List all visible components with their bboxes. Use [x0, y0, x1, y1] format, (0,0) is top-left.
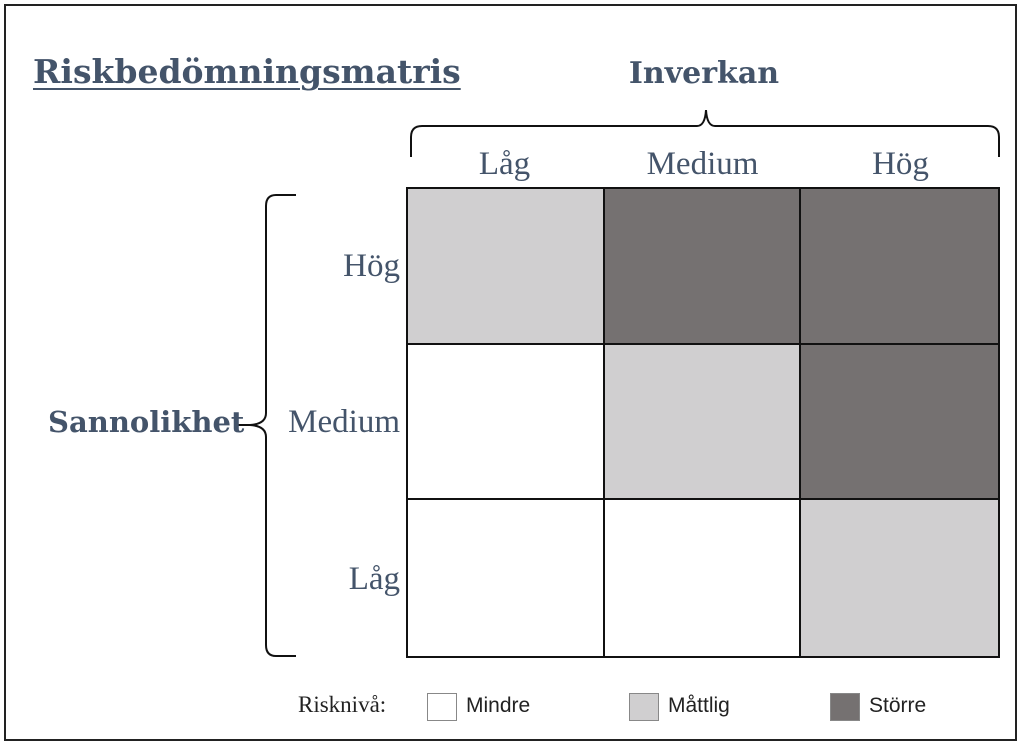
matrix-cell-r3-c1 [408, 500, 605, 656]
probability-level-high: Hög [343, 248, 400, 284]
impact-level-low: Låg [478, 146, 531, 182]
legend-label-major: Större [869, 694, 927, 717]
matrix-cell-r3-c2 [604, 500, 802, 656]
probability-brace [236, 194, 296, 657]
matrix-cell-r1-c2 [604, 189, 802, 345]
probability-level-medium: Medium [288, 404, 400, 440]
matrix-cell-r1-c3 [801, 189, 998, 345]
diagram-title: Riskbedömningsmatris [33, 52, 461, 91]
legend-swatch-minor [427, 693, 457, 721]
matrix-cell-r2-c3 [801, 344, 998, 501]
impact-level-high: Hög [872, 146, 929, 182]
risk-matrix [406, 187, 1000, 658]
legend-title: Risknivå: [298, 692, 387, 717]
impact-level-medium: Medium [646, 146, 759, 182]
probability-axis-title: Sannolikhet [48, 405, 245, 439]
legend-label-minor: Mindre [466, 694, 531, 717]
matrix-cell-r2-c1 [408, 344, 605, 501]
matrix-cell-r1-c1 [408, 189, 605, 345]
matrix-cell-r3-c3 [801, 500, 998, 656]
impact-axis-title: Inverkan [628, 56, 780, 91]
legend-label-moderate: Måttlig [668, 694, 730, 717]
diagram-frame [4, 4, 1017, 741]
impact-brace [410, 109, 1000, 157]
probability-level-low: Låg [348, 561, 400, 597]
legend-swatch-moderate [629, 693, 659, 721]
matrix-cell-r2-c2 [604, 344, 802, 501]
legend-swatch-major [830, 693, 860, 721]
